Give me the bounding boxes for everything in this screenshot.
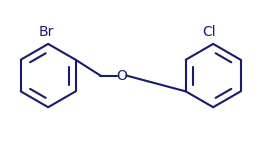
Text: O: O [116,69,127,82]
Text: Cl: Cl [202,25,215,39]
Text: Br: Br [38,25,54,39]
